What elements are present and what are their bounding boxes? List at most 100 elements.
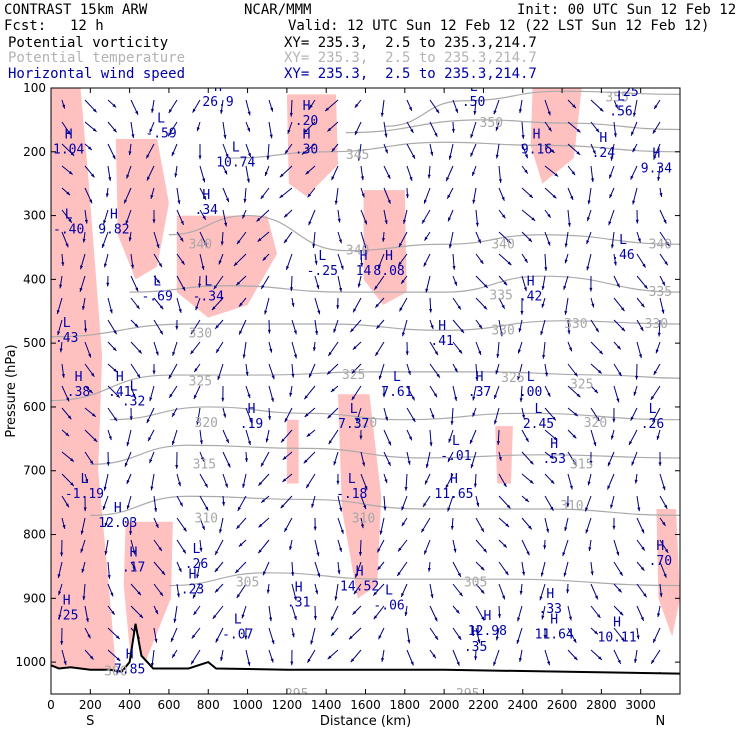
wind-arrow-head [361,193,365,198]
wind-arrow-head [408,106,412,111]
wind-arrow-head [424,550,428,555]
wind-arrow-head [483,548,487,553]
pv-extremum-type: H [599,131,607,146]
wind-arrow-head [267,329,271,334]
wind-arrow [517,605,523,622]
wind-arrow-head [525,498,529,502]
wind-arrow [567,649,578,661]
wind-arrow-head [552,416,556,421]
wind-arrow [406,627,411,644]
wind-arrow [498,583,506,600]
wind-arrow [199,495,209,511]
wind-arrow-head [663,573,667,578]
wind-arrow [354,561,362,578]
wind-arrow [650,649,661,665]
wind-arrow [268,385,274,403]
wind-arrow-head [105,193,109,198]
wind-arrow [544,143,555,154]
wind-arrow-head [477,639,481,644]
wind-arrow-head [573,638,577,643]
wind-arrow [172,341,178,356]
wind-arrow [233,253,247,267]
wind-arrow [607,451,615,467]
wind-arrow [190,649,201,665]
wind-arrow-head [138,349,142,354]
theta-label: 345 [346,148,369,163]
wind-arrow-head [223,134,227,139]
wind-arrow-head [270,107,274,112]
theta-label: 305 [236,575,259,590]
wind-arrow-head [331,632,335,637]
wind-arrow [544,473,555,485]
wind-arrow [80,539,86,553]
wind-arrow-head [215,588,219,593]
wind-arrow [633,385,638,396]
wind-arrow-head [61,374,65,378]
pv-extremum-value: -.59 [145,127,176,142]
wind-arrow [153,539,163,552]
wind-arrow [58,605,63,619]
wind-arrow [215,341,224,354]
pv-extremum-value: 7.37 [338,417,369,432]
wind-arrow [61,363,65,378]
theta-label: 295 [456,687,479,702]
wind-arrow-head [129,531,133,535]
wind-arrow [291,583,297,601]
wind-arrow [564,231,569,248]
wind-arrow-head [550,506,554,511]
wind-arrow [498,319,503,337]
wind-arrow-head [448,217,451,222]
wind-arrow-head [457,305,461,310]
wind-arrow [636,583,647,598]
wind-arrow [445,473,454,489]
wind-arrow-head [425,464,429,468]
wind-arrow-head [168,109,173,113]
wind-arrow-head [664,504,668,509]
wind-arrow [351,363,362,374]
wind-arrow [129,517,133,535]
wind-arrow [107,429,112,441]
wind-arrow [422,495,431,508]
wind-arrow-head [125,220,129,225]
wind-arrow-head [398,547,402,552]
wind-arrow-head [543,634,547,639]
wind-arrow-head [246,178,250,183]
pv-extremum-value: .25 [55,608,78,623]
pv-extremum-type: L [649,402,657,417]
wind-arrow [291,627,295,638]
wind-arrow-head [570,195,574,200]
field-wind-name: Horizontal wind speed [8,66,186,82]
wind-arrow-head [353,308,357,313]
pv-extremum: L-.69 [141,274,172,304]
wind-arrow-head [424,236,428,241]
wind-arrow [567,605,572,621]
wind-arrow [245,99,251,116]
wind-arrow-head [173,618,177,623]
wind-arrow-head [619,571,623,576]
wind-arrow-head [616,398,620,403]
wind-arrow [238,319,247,335]
wind-arrow-head [191,634,196,639]
wind-arrow-head [62,104,66,109]
wind-arrow [544,385,551,397]
x-tick-label: 2800 [586,698,617,712]
wind-arrow [498,561,509,576]
wind-arrow [495,627,500,641]
wind-arrow-head [175,465,179,469]
wind-arrow [245,407,253,424]
wind-arrow [196,561,201,579]
wind-arrow-head [291,633,295,638]
wind-arrow-head [472,171,476,176]
wind-arrow [567,385,581,398]
wind-arrow-head [662,486,666,491]
wind-arrow [452,297,462,310]
wind-arrow-head [139,614,143,618]
wind-arrow [518,319,523,333]
wind-arrow [613,627,625,642]
wind-arrow-head [196,574,200,579]
wind-arrow [214,583,224,593]
pv-extremum-type: L [535,402,543,417]
wind-arrow [123,187,132,204]
wind-arrow-head [88,389,93,394]
wind-arrow [429,627,439,641]
